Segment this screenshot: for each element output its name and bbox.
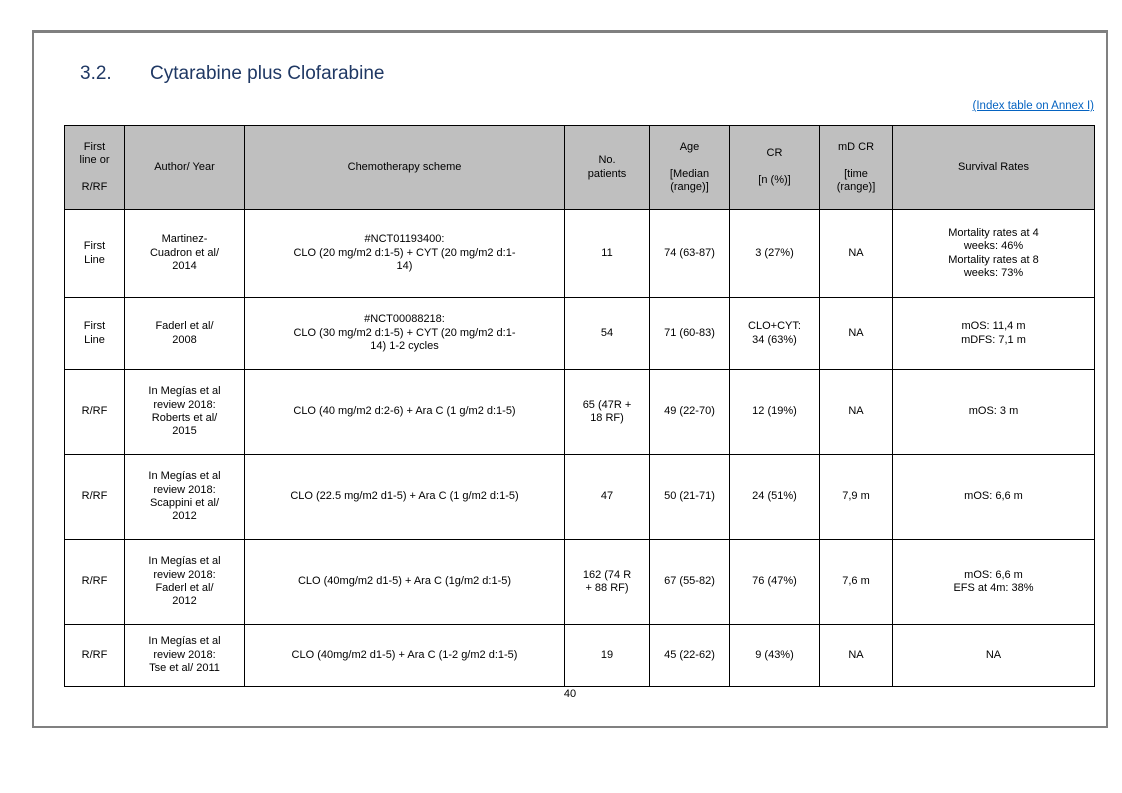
column-header-first-line-or-rrf: First line or R/RF (64, 125, 125, 210)
cell-survival-rates: NA (892, 624, 1095, 687)
page-number: 40 (563, 688, 577, 700)
cell-age: 49 (22-70) (649, 369, 730, 455)
section-number: 3.2. (80, 63, 112, 84)
cell-cr: 9 (43%) (729, 624, 820, 687)
cell-chemotherapy-scheme: CLO (40 mg/m2 d:2-6) + Ara C (1 g/m2 d:1… (244, 369, 565, 455)
cell-chemotherapy-scheme: CLO (40mg/m2 d1-5) + Ara C (1-2 g/m2 d:1… (244, 624, 565, 687)
page-content: 3.2. Cytarabine plus Clofarabine (Index … (34, 33, 1106, 687)
cell-no-patients: 54 (564, 297, 650, 370)
table-row: R/RF In Megías et al review 2018: Faderl… (64, 539, 1095, 625)
cell-md-cr: NA (819, 209, 893, 298)
chemotherapy-studies-table: First line or R/RF Author/ Year Chemothe… (64, 125, 1095, 687)
cell-author-year: In Megías et al review 2018: Roberts et … (124, 369, 245, 455)
cell-author-year: In Megías et al review 2018: Faderl et a… (124, 539, 245, 625)
cell-survival-rates: mOS: 3 m (892, 369, 1095, 455)
cell-survival-rates: Mortality rates at 4 weeks: 46% Mortalit… (892, 209, 1095, 298)
cell-author-year: In Megías et al review 2018: Scappini et… (124, 454, 245, 540)
cell-line-type: R/RF (64, 454, 125, 540)
cell-md-cr: 7,6 m (819, 539, 893, 625)
table-row: R/RF In Megías et al review 2018: Tse et… (64, 624, 1095, 687)
table-row: First Line Faderl et al/ 2008 #NCT000882… (64, 297, 1095, 370)
table-row: R/RF In Megías et al review 2018: Robert… (64, 369, 1095, 455)
cell-md-cr: NA (819, 297, 893, 370)
cell-no-patients: 19 (564, 624, 650, 687)
column-header-no-patients: No. patients (564, 125, 650, 210)
column-header-chemotherapy-scheme: Chemotherapy scheme (244, 125, 565, 210)
cell-age: 74 (63-87) (649, 209, 730, 298)
column-header-author-year: Author/ Year (124, 125, 245, 210)
cell-author-year: In Megías et al review 2018: Tse et al/ … (124, 624, 245, 687)
section-title: Cytarabine plus Clofarabine (150, 63, 385, 84)
cell-no-patients: 47 (564, 454, 650, 540)
cell-md-cr: NA (819, 369, 893, 455)
cell-chemotherapy-scheme: CLO (40mg/m2 d1-5) + Ara C (1g/m2 d:1-5) (244, 539, 565, 625)
cell-survival-rates: mOS: 6,6 m EFS at 4m: 38% (892, 539, 1095, 625)
annex-link-row: (Index table on Annex I) (64, 100, 1094, 115)
table-row: First Line Martinez- Cuadron et al/ 2014… (64, 209, 1095, 298)
column-header-survival-rates: Survival Rates (892, 125, 1095, 210)
document-page: 3.2. Cytarabine plus Clofarabine (Index … (32, 30, 1108, 728)
cell-chemotherapy-scheme: #NCT01193400: CLO (20 mg/m2 d:1-5) + CYT… (244, 209, 565, 298)
cell-age: 50 (21-71) (649, 454, 730, 540)
cell-age: 45 (22-62) (649, 624, 730, 687)
index-annex-link[interactable]: (Index table on Annex I) (972, 100, 1094, 112)
cell-no-patients: 162 (74 R + 88 RF) (564, 539, 650, 625)
cell-line-type: First Line (64, 297, 125, 370)
cell-author-year: Martinez- Cuadron et al/ 2014 (124, 209, 245, 298)
column-header-cr: CR [n (%)] (729, 125, 820, 210)
column-header-age: Age [Median (range)] (649, 125, 730, 210)
cell-line-type: R/RF (64, 539, 125, 625)
section-heading: 3.2. Cytarabine plus Clofarabine (80, 63, 1090, 84)
cell-survival-rates: mOS: 11,4 m mDFS: 7,1 m (892, 297, 1095, 370)
cell-line-type: R/RF (64, 369, 125, 455)
cell-no-patients: 65 (47R + 18 RF) (564, 369, 650, 455)
cell-cr: CLO+CYT: 34 (63%) (729, 297, 820, 370)
cell-md-cr: 7,9 m (819, 454, 893, 540)
cell-survival-rates: mOS: 6,6 m (892, 454, 1095, 540)
cell-chemotherapy-scheme: CLO (22.5 mg/m2 d1-5) + Ara C (1 g/m2 d:… (244, 454, 565, 540)
cell-cr: 12 (19%) (729, 369, 820, 455)
cell-no-patients: 11 (564, 209, 650, 298)
cell-author-year: Faderl et al/ 2008 (124, 297, 245, 370)
cell-chemotherapy-scheme: #NCT00088218: CLO (30 mg/m2 d:1-5) + CYT… (244, 297, 565, 370)
cell-cr: 24 (51%) (729, 454, 820, 540)
cell-line-type: First Line (64, 209, 125, 298)
table-header-row: First line or R/RF Author/ Year Chemothe… (64, 125, 1095, 210)
cell-line-type: R/RF (64, 624, 125, 687)
cell-cr: 3 (27%) (729, 209, 820, 298)
column-header-md-cr: mD CR [time (range)] (819, 125, 893, 210)
cell-cr: 76 (47%) (729, 539, 820, 625)
table-row: R/RF In Megías et al review 2018: Scappi… (64, 454, 1095, 540)
cell-md-cr: NA (819, 624, 893, 687)
cell-age: 71 (60-83) (649, 297, 730, 370)
cell-age: 67 (55-82) (649, 539, 730, 625)
